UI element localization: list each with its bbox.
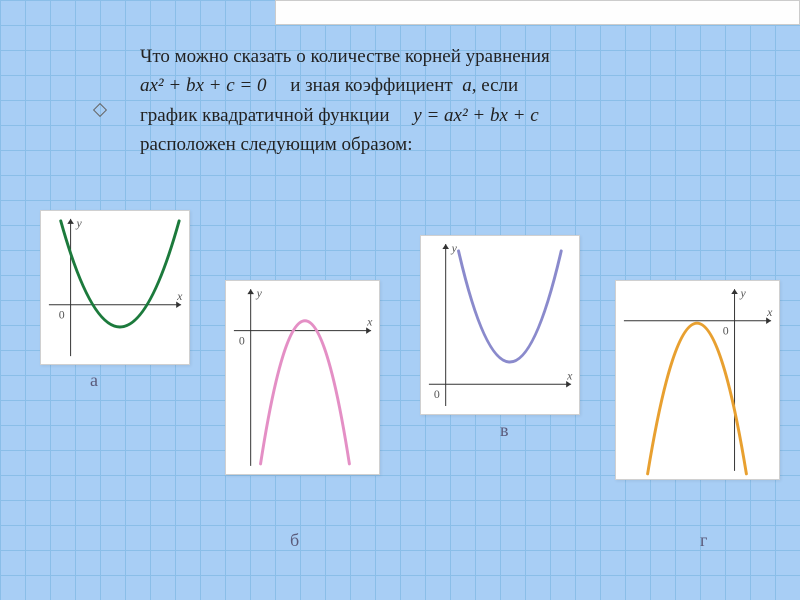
graph-svg-c: x y 0 [421,236,579,414]
caption-b: б [290,530,299,551]
top-white-strip [275,0,800,25]
question-line3: график квадратичной функции [140,105,390,126]
graph-panel-a: x y 0 [40,210,190,365]
svg-text:y: y [76,216,83,230]
svg-text:x: x [766,305,773,319]
svg-text:x: x [366,315,373,329]
formula-quadratic-fn: y = ax² + bx + c [413,105,538,126]
svg-text:0: 0 [723,324,729,338]
question-text: Что можно сказать о количестве корней ур… [140,42,710,160]
graph-panel-d: x y 0 [615,280,780,480]
graph-svg-a: x y 0 [41,211,189,364]
caption-d: г [700,530,707,551]
svg-text:y: y [739,286,746,300]
svg-text:y: y [451,241,458,255]
formula-quadratic-eq: ax² + bx + c = 0 [140,75,266,96]
question-line1: Что можно сказать о количестве корней ур… [140,46,550,67]
svg-text:0: 0 [59,308,65,322]
question-line4: расположен следующим образом: [140,134,413,155]
graph-panel-c: x y 0 [420,235,580,415]
caption-a: а [90,370,98,391]
question-mid1: и зная коэффициент [290,75,452,96]
svg-text:x: x [566,368,573,382]
graph-panel-b: x y 0 [225,280,380,475]
coeff-a: а [462,75,472,96]
svg-text:0: 0 [239,333,245,347]
graph-svg-d: x y 0 [616,281,779,479]
svg-text:x: x [176,289,183,303]
svg-text:0: 0 [434,387,440,401]
question-mid2: , если [472,75,519,96]
graph-svg-b: x y 0 [226,281,379,474]
caption-c: в [500,420,509,441]
svg-text:y: y [256,286,263,300]
